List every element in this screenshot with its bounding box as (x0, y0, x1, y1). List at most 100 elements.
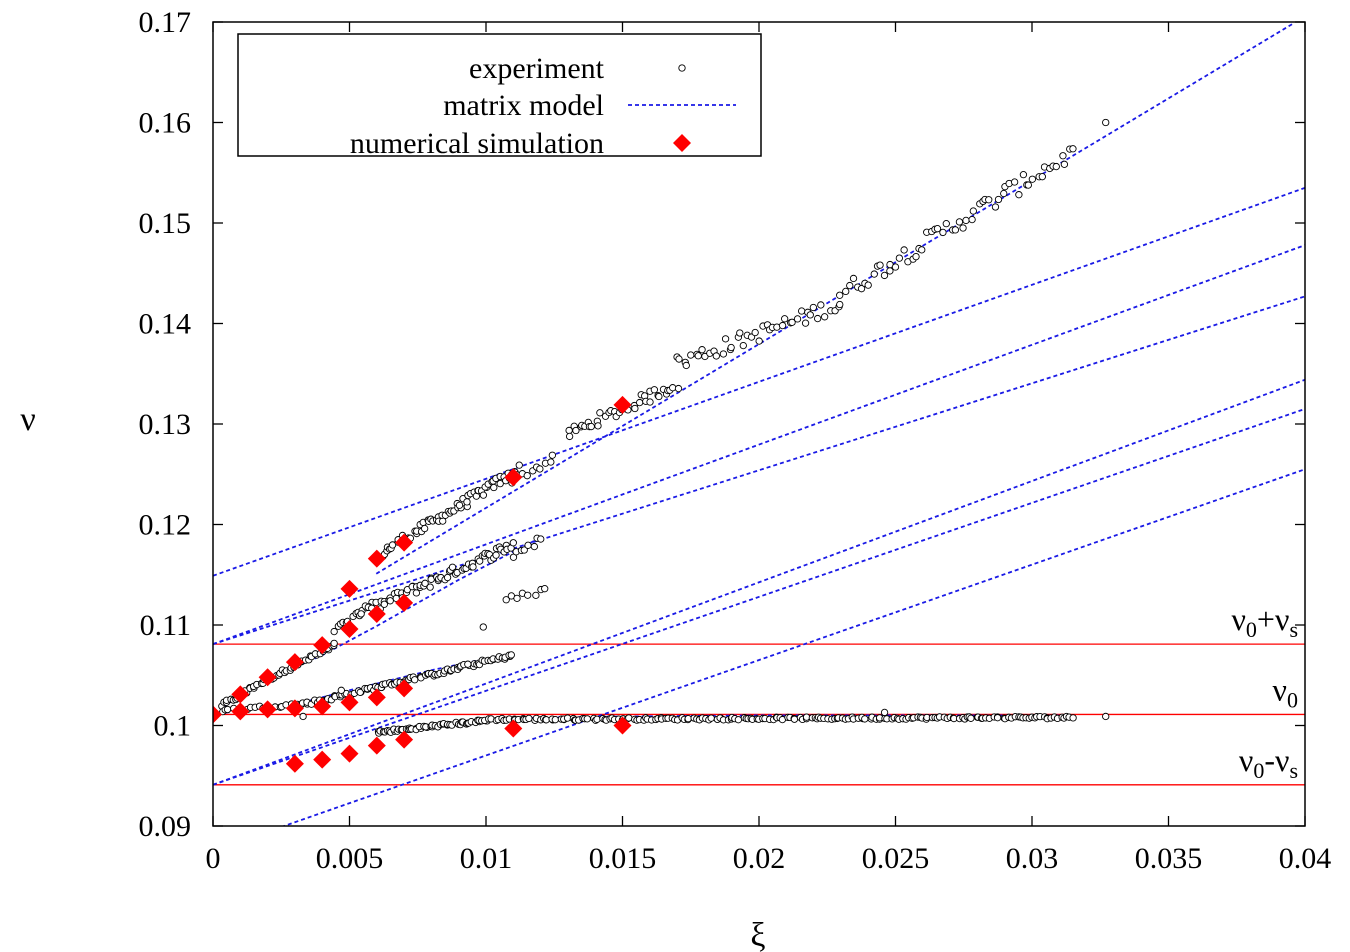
experiment-point (967, 714, 975, 722)
x-tick-label: 0.025 (862, 842, 930, 875)
experiment-point (536, 465, 544, 473)
y-tick-label: 0.17 (139, 6, 192, 39)
x-tick-label: 0.035 (1135, 842, 1203, 875)
experiment-point (1019, 170, 1028, 179)
experiment-point (900, 246, 908, 254)
experiment-point (1015, 191, 1023, 199)
model-line (375, 22, 1295, 575)
experiment-point (496, 479, 504, 488)
simulation-point (313, 697, 332, 716)
simulation-point (613, 716, 632, 735)
reference-label: ν0 (1273, 671, 1298, 712)
experiment-point (513, 594, 521, 602)
y-tick-label: 0.12 (139, 509, 192, 542)
simulation-point (367, 604, 386, 623)
simulation-point (313, 750, 332, 769)
experiment-point (357, 610, 365, 618)
experiment-point (509, 539, 517, 547)
experiment-point (719, 350, 728, 358)
experiment-point (421, 579, 429, 587)
experiment-point (993, 714, 1002, 722)
experiment-point (524, 541, 532, 549)
experiment-point (530, 542, 539, 551)
y-tick-label: 0.11 (140, 609, 191, 642)
y-tick-label: 0.16 (139, 107, 192, 140)
experiment-point (1052, 162, 1060, 171)
experiment-point (739, 341, 747, 350)
experiment-point (864, 281, 872, 289)
simulation-point (231, 685, 250, 704)
experiment-point (520, 546, 528, 554)
experiment-point (1038, 173, 1046, 181)
experiment-point (846, 281, 854, 290)
experiment-point (951, 226, 960, 234)
experiment-point (596, 409, 604, 417)
experiment-point (682, 361, 690, 370)
experiment-point (386, 597, 394, 605)
x-tick-label: 0.01 (460, 842, 513, 875)
model-line (281, 468, 1305, 826)
experiment-point (532, 591, 540, 599)
x-tick-label: 0 (206, 842, 221, 875)
experiment-point (806, 311, 814, 319)
simulation-point (504, 468, 523, 487)
simulation-point (213, 705, 222, 724)
experiment-point (479, 491, 488, 499)
simulation-point (340, 579, 359, 598)
simulation-point (340, 744, 359, 763)
experiment-point (707, 714, 715, 722)
experiment-point (356, 688, 364, 696)
model-curve (217, 536, 542, 715)
experiment-point (994, 195, 1003, 204)
experiment-point (524, 591, 532, 599)
experiment-point (1010, 178, 1019, 186)
x-tick-label: 0.015 (589, 842, 657, 875)
experiment-point (1028, 175, 1037, 183)
experiment-point (817, 301, 825, 309)
simulation-point (395, 730, 414, 749)
experiment-point (426, 583, 434, 591)
model-line (213, 408, 1305, 786)
simulation-point (367, 688, 386, 707)
x-tick-label: 0.005 (316, 842, 384, 875)
experiment-point (646, 398, 654, 406)
experiment-point (880, 708, 889, 717)
legend: experiment matrix model numerical simulati… (237, 33, 762, 160)
experiment-point (455, 501, 464, 509)
simulation-points (213, 395, 632, 773)
experiment-point (479, 623, 487, 631)
y-tick-label: 0.1 (154, 710, 192, 743)
simulation-point (395, 533, 414, 552)
model-line (213, 295, 1305, 645)
legend-label: matrix model (443, 89, 604, 122)
experiment-point (625, 714, 633, 722)
experiment-point (698, 346, 706, 354)
simulation-point (258, 700, 277, 719)
experiment-point (876, 261, 884, 269)
experiment-point (788, 318, 796, 326)
experiment-point (587, 422, 595, 431)
simulation-point (340, 693, 359, 712)
experiment-point (594, 422, 602, 430)
simulation-point (395, 679, 414, 698)
experiment-point (1069, 714, 1077, 722)
experiment-point (669, 384, 677, 392)
experiment-point (448, 563, 457, 571)
experiment-point (551, 716, 559, 724)
experiment-point (443, 573, 452, 582)
experiment-point (727, 343, 735, 352)
experiment-point (836, 300, 844, 309)
legend-label: numerical simulation (350, 127, 604, 160)
axes: 0 0.005 0.01 0.015 0.02 0.025 0.03 0.035 0.04 0.0… (139, 6, 1332, 875)
experiment-point (886, 267, 894, 275)
experiment-point (857, 285, 866, 293)
experiment-point (912, 252, 920, 261)
experiment-point (502, 596, 510, 604)
experiment-point (820, 313, 829, 321)
y-tick-label: 0.13 (139, 408, 192, 441)
experiment-point (547, 458, 555, 466)
experiment-point (895, 254, 904, 262)
experiment-point (1024, 181, 1032, 189)
model-line (213, 244, 1305, 645)
